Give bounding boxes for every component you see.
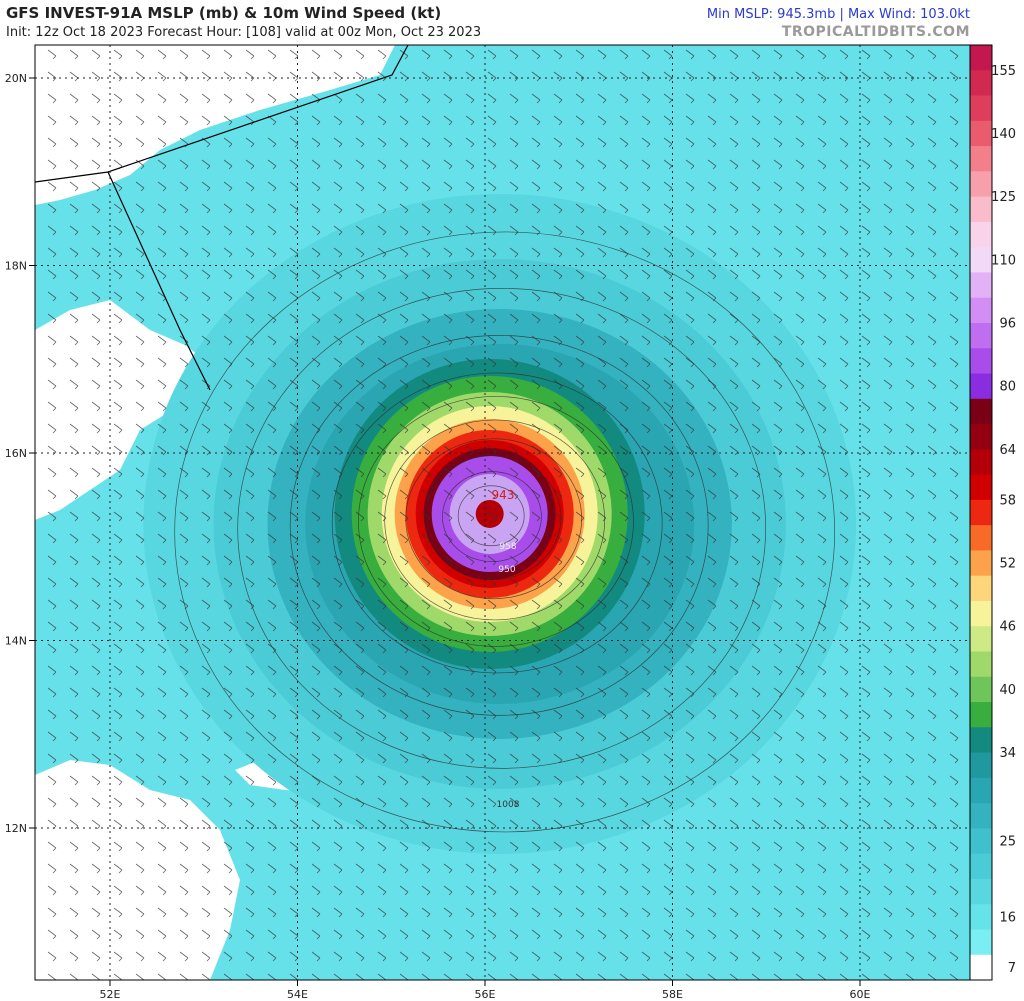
colorbar-swatch: [970, 828, 992, 855]
colorbar-swatch: [970, 676, 992, 703]
colorbar-swatch: [970, 626, 992, 652]
isobar-line: [424, 455, 562, 581]
lon-tick-label: 56E: [475, 988, 496, 1001]
colorbar-swatch: [970, 221, 992, 248]
isobar-line: [384, 419, 606, 621]
map-title: GFS INVEST-91A MSLP (mb) & 10m Wind Spee…: [6, 4, 442, 22]
country-border: [107, 171, 211, 391]
lat-tick-label: 16N: [5, 447, 27, 460]
colorbar-swatch: [970, 373, 992, 400]
colorbar-swatch: [970, 95, 992, 122]
country-border: [35, 45, 409, 183]
wind-barbs-overlay: [35, 45, 970, 980]
isobar-line: [405, 438, 583, 600]
colorbar-label: 140: [991, 127, 1016, 142]
lat-tick-label: 14N: [5, 635, 27, 648]
colorbar-swatch: [970, 45, 992, 71]
colorbar-swatch: [970, 297, 992, 324]
lon-tick-label: 54E: [287, 988, 308, 1001]
isobar-line: [358, 396, 634, 647]
colorbar-swatch: [970, 727, 992, 754]
lat-tick-label: 18N: [5, 260, 27, 273]
colorbar-label: 16: [999, 910, 1016, 925]
colorbar-label: 155: [991, 64, 1016, 79]
isobars: [174, 231, 836, 833]
isobar-label: 950: [498, 565, 515, 575]
colorbar-swatch: [970, 929, 992, 956]
colorbar-swatch: [970, 247, 992, 273]
colorbar-swatch: [970, 322, 992, 349]
colorbar-swatch: [970, 474, 992, 501]
colorbar-swatch: [970, 348, 992, 375]
colorbar-swatch: [970, 550, 992, 577]
colorbar-swatch: [970, 954, 992, 981]
colorbar-swatch: [970, 904, 992, 930]
colorbar-frame: [969, 44, 993, 981]
lon-tick-label: 60E: [850, 988, 871, 1001]
colorbar-swatch: [970, 196, 992, 223]
colorbar-label: 7: [1008, 961, 1016, 976]
lon-tick-label: 52E: [100, 988, 121, 1001]
lat-tick-label: 20N: [5, 72, 27, 85]
colorbar-swatch: [970, 600, 992, 627]
colorbar-swatch: [970, 651, 992, 678]
isobar-line: [457, 485, 525, 547]
colorbar-label: 52: [999, 557, 1016, 572]
isobar-line: [442, 471, 542, 562]
center-pressure-label: 943: [492, 488, 515, 502]
init-forecast-line: Init: 12z Oct 18 2023 Forecast Hour: [10…: [6, 25, 482, 40]
colorbar-label: 110: [991, 253, 1016, 268]
colorbar-swatch: [970, 424, 992, 450]
colorbar-label: 80: [999, 380, 1016, 395]
colorbar-label: 64: [999, 443, 1016, 458]
colorbar-swatch: [970, 752, 992, 779]
isobar-label: 1008: [497, 800, 520, 810]
wind-speed-colorbar: [970, 45, 992, 981]
colorbar-label: 125: [991, 190, 1016, 205]
colorbar-label: 46: [999, 620, 1016, 635]
colorbar-swatch: [970, 777, 992, 804]
colorbar-swatch: [970, 146, 992, 172]
colorbar-swatch: [970, 853, 992, 880]
isobar-label: 958: [499, 542, 516, 552]
colorbar-label: 40: [999, 683, 1016, 698]
brand-watermark: TROPICALTIDBITS.COM: [781, 24, 970, 40]
isobar-line: [174, 231, 836, 833]
colorbar-swatch: [970, 171, 992, 198]
colorbar-swatch: [970, 449, 992, 476]
colorbar-label: 25: [999, 835, 1016, 850]
colorbar-label: 58: [999, 493, 1016, 508]
colorbar-swatch: [970, 575, 992, 602]
colorbar-label: 96: [999, 316, 1016, 331]
isobar-line: [289, 334, 709, 716]
colorbar-swatch: [970, 525, 992, 551]
min-mslp-max-wind-stats: Min MSLP: 945.3mb | Max Wind: 103.0kt: [706, 7, 970, 22]
colorbar-label: 34: [999, 746, 1016, 761]
colorbar-swatch: [970, 702, 992, 728]
colorbar-swatch: [970, 120, 992, 147]
colorbar-swatch: [970, 398, 992, 425]
colorbar-swatch: [970, 878, 992, 905]
colorbar-swatch: [970, 499, 992, 526]
colorbar-swatch: [970, 272, 992, 299]
lon-tick-label: 58E: [662, 988, 683, 1001]
colorbar-swatch: [970, 803, 992, 829]
lat-tick-label: 12N: [5, 822, 27, 835]
isobar-line: [331, 372, 663, 674]
colorbar-swatch: [970, 70, 992, 97]
isobar-line: [237, 287, 767, 769]
